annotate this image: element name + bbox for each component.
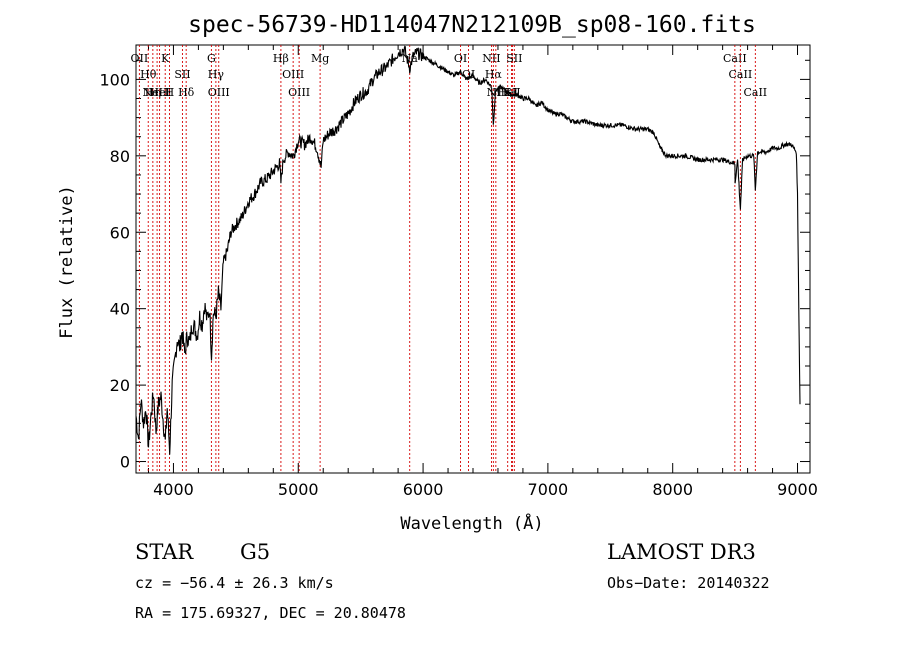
y-tick-label: 40 xyxy=(110,300,130,319)
y-axis-label: Flux (relative) xyxy=(57,185,77,339)
plot-frame xyxy=(135,44,811,474)
x-axis: 4000 5000 6000 7000 8000 9000 xyxy=(147,45,818,499)
y-tick-label: 0 xyxy=(120,453,130,472)
line-marker-label: G xyxy=(207,52,216,65)
line-marker-label: NII xyxy=(482,52,500,65)
x-tick-label: 8000 xyxy=(652,480,693,499)
line-marker-label: NeIII xyxy=(143,86,172,99)
object-class: STAR xyxy=(135,540,194,564)
line-marker-label: Hα xyxy=(485,68,503,81)
line-marker-label: CaII xyxy=(743,86,767,99)
line-marker-label: Hγ xyxy=(208,68,225,81)
y-tick-label: 20 xyxy=(110,376,130,395)
x-axis-label: Wavelength (Å) xyxy=(400,512,543,534)
y-axis: 0 20 40 60 80 100 xyxy=(99,59,810,472)
line-marker-label: Mg xyxy=(311,52,329,65)
x-tick-label: 7000 xyxy=(528,480,569,499)
y-tick-label: 60 xyxy=(110,223,130,242)
line-marker-label: OIII xyxy=(208,86,230,99)
line-marker-label: OIII xyxy=(288,86,310,99)
survey-name: LAMOST DR3 xyxy=(607,540,756,564)
emission-line-markers: OIIHθHηNeIIIHeIKHSIIHδGHγOIIIHβOIIIOIIIM… xyxy=(131,45,767,473)
line-marker-label: Hθ xyxy=(140,68,157,81)
y-tick-label: 100 xyxy=(99,70,130,89)
chart-title: spec-56739-HD114047N212109B_sp08-160.fit… xyxy=(188,12,756,38)
line-marker-label: CaII xyxy=(729,68,753,81)
line-marker-label: Hδ xyxy=(178,86,195,99)
line-marker-label: H xyxy=(165,86,175,99)
x-tick-label: 9000 xyxy=(777,480,818,499)
line-marker-label: Li xyxy=(506,86,517,99)
line-marker-label: HeI xyxy=(149,86,169,99)
object-subclass: G5 xyxy=(240,540,271,564)
line-marker-label: OII xyxy=(131,52,149,65)
line-marker-label: Hβ xyxy=(273,52,289,65)
line-marker-label: K xyxy=(161,52,170,65)
x-tick-label: 5000 xyxy=(278,480,319,499)
line-marker-label: OI xyxy=(454,52,467,65)
redshift-cz: cz = −56.4 ± 26.3 km/s xyxy=(135,574,334,592)
x-tick-label: 4000 xyxy=(153,480,194,499)
line-marker-label: CaII xyxy=(723,52,747,65)
spectrum-line xyxy=(136,45,801,455)
line-marker-label: OIII xyxy=(282,68,304,81)
line-marker-label: SII xyxy=(174,68,190,81)
line-marker-label: SII xyxy=(506,52,522,65)
observation-date: Obs−Date: 20140322 xyxy=(607,574,770,592)
ra-dec-coordinates: RA = 175.69327, DEC = 20.80478 xyxy=(135,604,406,622)
x-tick-label: 6000 xyxy=(403,480,444,499)
y-tick-label: 80 xyxy=(110,147,130,166)
